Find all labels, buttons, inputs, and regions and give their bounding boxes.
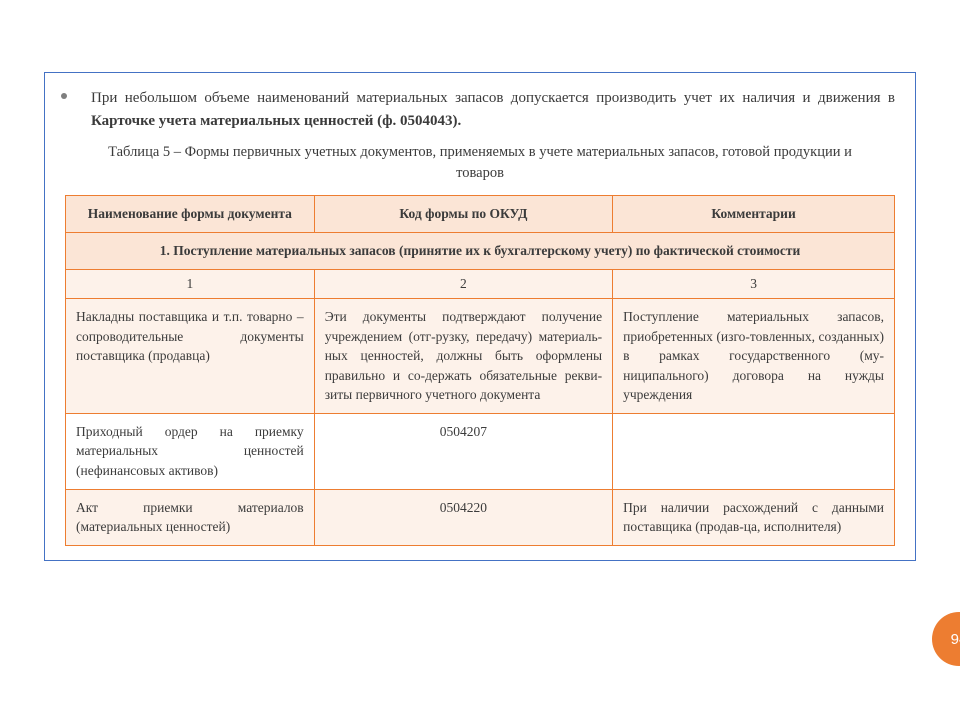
page-number: 94: [951, 631, 960, 648]
table-caption: Таблица 5 – Формы первичных учетных доку…: [65, 142, 895, 186]
cell-comment: [613, 413, 895, 489]
slide-frame: При небольшом объеме наименований матери…: [44, 72, 916, 561]
colnum-1: 1: [66, 270, 315, 299]
cell-code: 0504220: [314, 489, 612, 545]
cell-comment: Поступление материальных запасов, приобр…: [613, 299, 895, 414]
section-row: 1. Поступление материальных запасов (при…: [66, 233, 895, 270]
table-row: Накладны поставщика и т.п. товарно – соп…: [66, 299, 895, 414]
th-name: Наименование формы документа: [66, 196, 315, 233]
table-row: Акт приемки материалов (материальных цен…: [66, 489, 895, 545]
th-code: Код формы по ОКУД: [314, 196, 612, 233]
page-number-badge: 94: [932, 612, 960, 666]
cell-code: Эти документы подтверждают получение учр…: [314, 299, 612, 414]
forms-table: Наименование формы документа Код формы п…: [65, 195, 895, 546]
table-header-row: Наименование формы документа Код формы п…: [66, 196, 895, 233]
section-title: 1. Поступление материальных запасов (при…: [66, 233, 895, 270]
table-row: Приходный ордер на приемку материальных …: [66, 413, 895, 489]
column-number-row: 1 2 3: [66, 270, 895, 299]
th-comments: Комментарии: [613, 196, 895, 233]
intro-text: При небольшом объеме наименований матери…: [91, 90, 895, 106]
cell-code: 0504207: [314, 413, 612, 489]
cell-comment: При наличии расхождений с данными постав…: [613, 489, 895, 545]
cell-name: Акт приемки материалов (материальных цен…: [66, 489, 315, 545]
intro-paragraph: При небольшом объеме наименований матери…: [65, 87, 895, 134]
colnum-2: 2: [314, 270, 612, 299]
colnum-3: 3: [613, 270, 895, 299]
intro-bold: Карточке учета материальных ценностей (ф…: [91, 113, 461, 129]
cell-name: Приходный ордер на приемку материальных …: [66, 413, 315, 489]
bullet-icon: [61, 93, 67, 99]
cell-name: Накладны поставщика и т.п. товарно – соп…: [66, 299, 315, 414]
